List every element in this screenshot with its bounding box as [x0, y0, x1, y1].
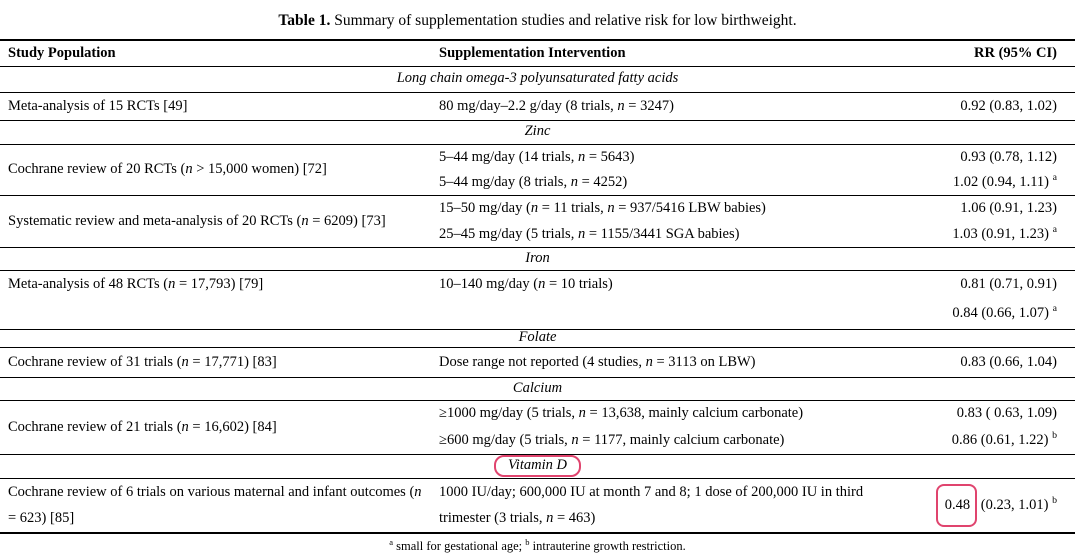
rr-highlight-box: 0.48	[935, 484, 978, 527]
section-header-calcium: Calcium	[512, 379, 563, 396]
section-header-zinc: Zinc	[524, 123, 551, 140]
rr-value-cell: 1.06 (0.91, 1.23)	[960, 200, 1057, 217]
section-header-folate: Folate	[518, 329, 557, 346]
table-row: Meta-analysis of 15 RCTs [49] 80 mg/day–…	[0, 92, 1075, 120]
rr-value-cell: 0.92 (0.83, 1.02)	[960, 97, 1057, 114]
rr-value-cell: 0.93 (0.78, 1.12)	[960, 148, 1057, 165]
table-row: Cochrane review of 6 trials on various m…	[0, 478, 1075, 533]
study-population-cell: Cochrane review of 6 trials on various m…	[8, 483, 422, 527]
col-header-rr-95ci: RR (95% CI)	[974, 44, 1057, 61]
table-title: Table 1. Summary of supplementation stud…	[0, 0, 1075, 30]
intervention-cell: 25–45 mg/day (5 trials, n = 1155/3441 SG…	[439, 225, 740, 242]
rr-value-cell: 0.86 (0.61, 1.22) b	[951, 429, 1057, 448]
study-population-cell: Systematic review and meta-analysis of 2…	[0, 195, 432, 248]
table-footnote: a small for gestational age; b intrauter…	[389, 536, 686, 553]
header-row: Study Population Supplementation Interve…	[0, 40, 1075, 66]
intervention-cell: ≥1000 mg/day (5 trials, n = 13,638, main…	[439, 405, 804, 422]
table-row: 5–44 mg/day (8 trials, n = 4252) 1.02 (0…	[0, 170, 1075, 195]
rr-value-cell: 0.81 (0.71, 0.91)	[960, 276, 1057, 293]
rr-value-cell: 1.03 (0.91, 1.23) a	[952, 223, 1057, 242]
empty-cell	[0, 299, 432, 329]
study-population-cell: Meta-analysis of 15 RCTs [49]	[8, 97, 188, 114]
col-header-study-population: Study Population	[8, 44, 116, 61]
intervention-cell: 1000 IU/day; 600,000 IU at month 7 and 8…	[439, 483, 864, 527]
rr-ci-text: (0.23, 1.01) b	[977, 495, 1057, 513]
table-number-label: Table 1.	[278, 12, 331, 29]
study-population-cell: Meta-analysis of 48 RCTs (n = 17,793) [7…	[8, 276, 264, 293]
rr-value-cell: 1.02 (0.94, 1.11) a	[952, 171, 1057, 190]
summary-table: Study Population Supplementation Interve…	[0, 39, 1075, 534]
table-row: ≥600 mg/day (5 trials, n = 1177, mainly …	[0, 427, 1075, 454]
intervention-cell: 15–50 mg/day (n = 11 trials, n = 937/541…	[439, 200, 766, 217]
table-row: Cochrane review of 20 RCTs (n > 15,000 w…	[0, 144, 1075, 196]
section-row-folate: Folate	[0, 329, 1075, 347]
rr-value-cell: 0.83 ( 0.63, 1.09)	[956, 405, 1057, 422]
intervention-cell: 5–44 mg/day (8 trials, n = 4252)	[439, 173, 628, 190]
col-header-supplementation-intervention: Supplementation Intervention	[439, 44, 626, 61]
empty-cell	[432, 299, 882, 329]
table-caption-text: Summary of supplementation studies and r…	[330, 12, 797, 29]
table-row: Cochrane review of 21 trials (n = 16,602…	[0, 400, 1075, 455]
intervention-cell: ≥600 mg/day (5 trials, n = 1177, mainly …	[439, 431, 785, 448]
study-population-cell: Cochrane review of 31 trials (n = 17,771…	[8, 353, 277, 370]
section-row-iron: Iron	[0, 247, 1075, 270]
intervention-cell: 80 mg/day–2.2 g/day (8 trials, n = 3247)	[439, 97, 674, 114]
study-population-cell: Cochrane review of 20 RCTs (n > 15,000 w…	[0, 144, 432, 196]
rr-value-cell: 0.48 (0.23, 1.01) b	[882, 478, 1075, 533]
study-population-cell: Cochrane review of 21 trials (n = 16,602…	[0, 400, 432, 455]
section-row-zinc: Zinc	[0, 120, 1075, 144]
table-row: Systematic review and meta-analysis of 2…	[0, 195, 1075, 248]
table-row: 25–45 mg/day (5 trials, n = 1155/3441 SG…	[0, 222, 1075, 247]
section-label-vitamin-d: Vitamin D	[508, 457, 567, 474]
section-row-vitamin-d: Vitamin D	[0, 454, 1075, 478]
section-header-omega3: Long chain omega-3 polyunsaturated fatty…	[396, 70, 679, 87]
section-row-omega3: Long chain omega-3 polyunsaturated fatty…	[0, 66, 1075, 92]
table-row: 0.84 (0.66, 1.07) a	[0, 299, 1075, 329]
rr-value-cell: 0.84 (0.66, 1.07) a	[952, 303, 1057, 322]
section-header-vitamin-d: Vitamin D	[0, 454, 1075, 478]
table-row: Meta-analysis of 48 RCTs (n = 17,793) [7…	[0, 270, 1075, 299]
section-row-calcium: Calcium	[0, 377, 1075, 400]
vitamin-d-highlight-box: Vitamin D	[494, 455, 581, 477]
rr-value-cell: 0.83 (0.66, 1.04)	[960, 353, 1057, 370]
table-row: Cochrane review of 31 trials (n = 17,771…	[0, 347, 1075, 377]
intervention-cell: 5–44 mg/day (14 trials, n = 5643)	[439, 148, 635, 165]
intervention-cell: 10–140 mg/day (n = 10 trials)	[439, 276, 613, 293]
section-header-iron: Iron	[525, 249, 550, 266]
intervention-cell: Dose range not reported (4 studies, n = …	[439, 353, 756, 370]
